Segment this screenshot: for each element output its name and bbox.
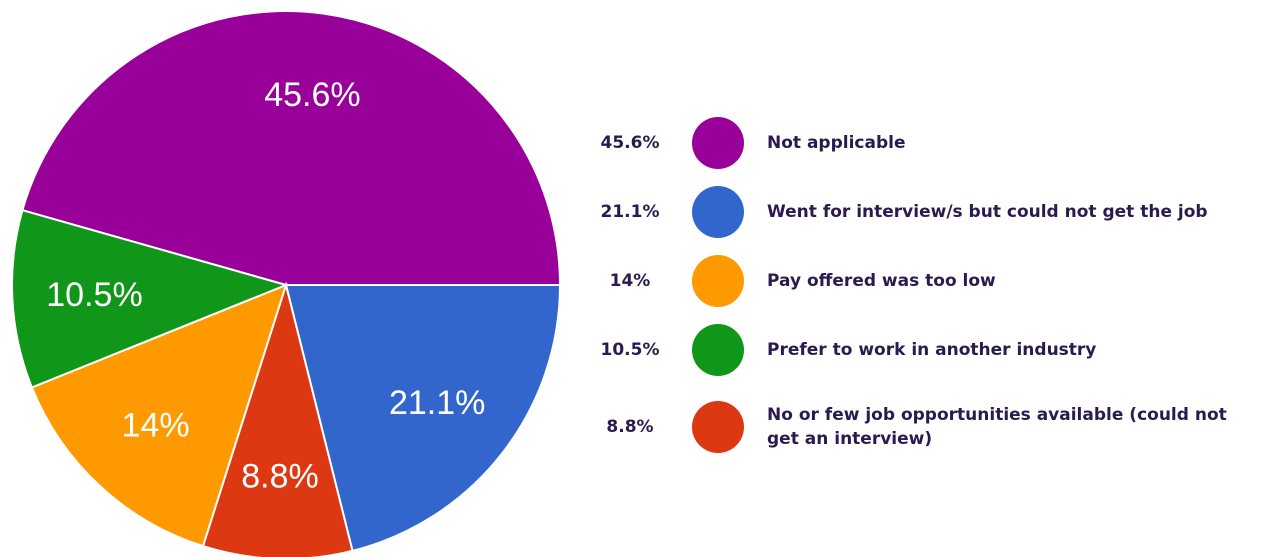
legend-swatch	[692, 401, 744, 453]
legend-percentage: 10.5%	[600, 340, 660, 360]
legend-item[interactable]: 8.8% No or few job opportunities availabl…	[585, 399, 1265, 455]
pie-slice[interactable]	[30, 283, 288, 548]
legend-swatch	[692, 117, 744, 169]
legend-swatch	[692, 255, 744, 307]
legend-item[interactable]: 45.6% Not applicable	[585, 115, 1265, 171]
legend-item[interactable]: 14% Pay offered was too low	[585, 253, 1265, 309]
pie-slice[interactable]	[201, 281, 354, 557]
slice-value-label: 45.6%	[264, 76, 360, 114]
slice-value-label: 21.1%	[389, 384, 485, 422]
legend-percentage: 45.6%	[600, 133, 660, 153]
legend-label: Went for interview/s but could not get t…	[767, 202, 1208, 222]
legend-percentage: 8.8%	[606, 417, 654, 437]
pie-slice[interactable]	[11, 208, 290, 389]
legend-swatch	[692, 186, 744, 238]
legend-label: No or few job opportunities available (c…	[767, 405, 1227, 449]
pie-chart: 45.6% 21.1% 8.8% 14% 10.5%	[11, 10, 562, 557]
legend-label: Pay offered was too low	[767, 271, 996, 291]
legend-item[interactable]: 10.5% Prefer to work in another industry	[585, 322, 1265, 378]
pie-slice[interactable]	[284, 284, 562, 553]
pie-slice[interactable]	[21, 10, 562, 286]
legend-percentage: 21.1%	[600, 202, 660, 222]
legend-label: Not applicable	[767, 133, 906, 153]
slice-value-label: 10.5%	[46, 276, 142, 314]
legend-swatch	[692, 324, 744, 376]
legend-item[interactable]: 21.1% Went for interview/s but could not …	[585, 184, 1265, 240]
slice-value-label: 14%	[122, 407, 190, 445]
legend-percentage: 14%	[609, 271, 651, 291]
legend-label: Prefer to work in another industry	[767, 340, 1097, 360]
slice-value-label: 8.8%	[241, 458, 319, 496]
